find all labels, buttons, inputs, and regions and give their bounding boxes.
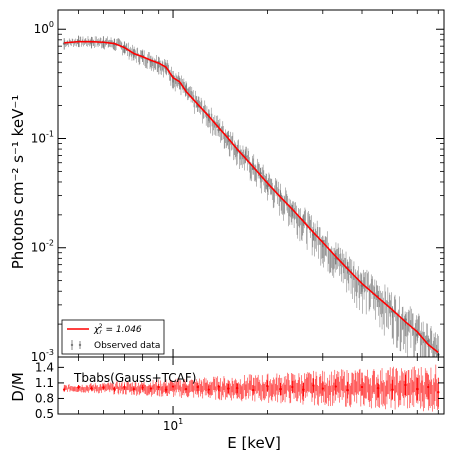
ratio-point [346,388,349,392]
tick-exponent: -2 [46,239,54,248]
ratio-point [196,385,200,389]
ratio-point [279,387,282,391]
spectrum-y-tick-label: 10-2 [31,239,54,255]
ratio-y-tick-label: 1.1 [35,376,54,390]
ratio-y-axis-label: D/M [9,372,27,402]
observed-data-cloud [63,36,439,357]
ratio-point [437,391,440,394]
tick-base: 10 [31,350,46,364]
ratio-point [321,387,324,390]
ratio-point [312,384,315,387]
ratio-point [217,385,221,388]
ratio-point [266,384,269,388]
ratio-point [376,386,380,390]
tick-exponent: 1 [178,417,183,426]
ratio-point [164,388,168,391]
spectrum-y-tick-label: 10-3 [31,348,54,364]
legend-data-swatch [70,340,82,350]
legend-chi-sub: r [99,329,102,336]
x-axis-label: E [keV] [227,434,281,452]
ratio-point [149,387,153,390]
spectrum-y-tick-label: 10-1 [31,129,54,145]
ratio-point [251,388,255,392]
ratio-point [227,387,230,390]
ratio-frame [57,356,445,415]
tick-exponent: -1 [46,129,54,138]
ratio-point [90,387,93,390]
ratio-panel: 0.5 0.81.1 1.4 101 [35,356,445,433]
ratio-point [360,385,364,389]
legend-frame [61,319,165,355]
ratio-y-tick-label: 0.8 [35,391,54,405]
ratio-point [416,387,419,391]
tick-base: 10 [34,22,49,36]
model-annotation: Tbabs(Gauss+TCAF) [73,371,196,385]
ratio-point [184,387,188,391]
observed-data-point [415,333,419,336]
tick-base: 10 [163,419,178,433]
tick-exponent: -3 [46,348,54,357]
legend-chi-symbol: χ [93,325,100,335]
ratio-point [207,388,211,391]
ratio-y-tick-label: 1.4 [35,360,54,374]
legend-chi-sup: 2 [99,323,103,330]
ratio-point [391,388,394,391]
ratio-point [235,386,239,390]
legend-entry-model: χr2 = 1.046 [93,323,142,336]
ratio-point [77,385,80,389]
spectrum-y-axis-label: Photons cm⁻² s⁻¹ keV⁻¹ [9,95,27,270]
ratio-point [141,386,144,389]
ratio-point [132,387,136,391]
ratio-point [426,385,430,389]
ratio-point [334,385,337,388]
ratio-point [123,385,126,389]
model-line [64,40,439,354]
tick-base: 10 [31,131,46,145]
tick-exponent: 0 [49,20,54,29]
observed-data-point [426,339,430,343]
ratio-point [62,388,66,391]
ratio-y-tick-label: 0.5 [35,407,54,421]
ratio-point [291,385,294,389]
ratio-point [157,385,160,389]
ratio-point [404,383,407,387]
ratio-point [113,387,116,391]
ratio-point [102,386,105,389]
legend-entry-observed: Observed data [94,341,160,351]
legend-chi-value: = 1.046 [103,325,142,335]
x-tick-label: 101 [163,417,183,433]
ratio-point [302,388,305,391]
legend: χr2 = 1.046 Observed data [61,319,165,355]
spectrum-y-tick-label: 100 [34,20,54,36]
ratio-point [171,385,175,388]
tick-base: 10 [31,241,46,255]
